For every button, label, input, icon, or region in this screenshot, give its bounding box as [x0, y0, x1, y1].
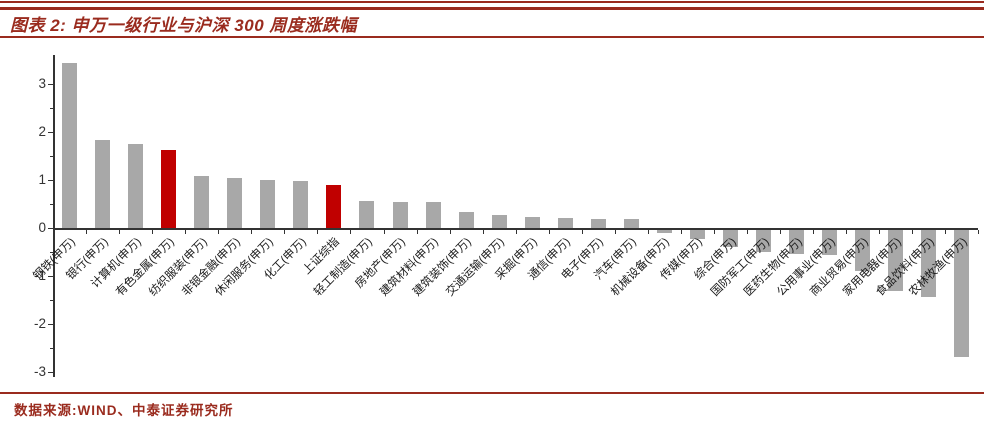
bar — [425, 202, 441, 228]
y-axis-major-tick — [48, 84, 53, 85]
x-axis-tick — [86, 230, 88, 234]
bar — [590, 218, 606, 228]
x-axis-tick — [614, 230, 616, 234]
x-axis-tick — [383, 230, 385, 234]
x-axis-tick — [945, 230, 947, 234]
x-axis-tick — [647, 230, 649, 234]
y-axis-minor-tick — [50, 156, 53, 157]
bar — [95, 139, 111, 228]
y-axis-tick-label: 2 — [38, 124, 46, 139]
x-axis-tick — [152, 230, 154, 234]
top-border-thin-line — [0, 1, 984, 3]
bar-highlighted — [161, 149, 177, 228]
bar — [524, 217, 540, 228]
x-axis-tick — [449, 230, 451, 234]
bar — [293, 181, 309, 228]
y-axis-tick-label: 3 — [38, 76, 46, 91]
bar — [954, 230, 970, 357]
y-axis-minor-tick — [50, 348, 53, 349]
x-axis-tick — [813, 230, 815, 234]
x-axis-tick — [780, 230, 782, 234]
bar — [359, 201, 375, 228]
y-axis-major-tick — [48, 324, 53, 325]
top-border-thick-line — [0, 7, 984, 10]
y-axis-minor-tick — [50, 252, 53, 253]
title-underline — [0, 36, 984, 38]
x-axis-tick — [714, 230, 715, 234]
x-axis-tick — [185, 230, 187, 234]
x-axis-tick — [548, 230, 550, 234]
bar — [392, 202, 408, 228]
footer-top-line — [0, 392, 984, 394]
x-axis-tick — [416, 230, 418, 234]
y-axis-major-tick — [48, 180, 53, 181]
bar — [855, 230, 871, 271]
y-axis-major-tick — [48, 132, 53, 133]
y-axis-tick-label: -1 — [33, 268, 46, 283]
bar — [689, 230, 705, 239]
bar — [128, 144, 144, 228]
x-axis-tick — [912, 230, 914, 234]
x-axis-tick — [581, 230, 583, 234]
y-axis-major-tick — [48, 372, 53, 373]
bar — [623, 219, 639, 228]
bar — [557, 217, 573, 228]
bar — [656, 230, 672, 233]
x-axis-tick — [317, 230, 319, 234]
bar — [921, 230, 937, 298]
y-axis-minor-tick — [50, 108, 53, 109]
y-axis-major-tick — [48, 276, 53, 277]
x-axis-tick — [119, 230, 121, 234]
x-axis-tick — [53, 230, 54, 234]
x-axis-tick — [515, 230, 517, 234]
y-axis-tick-label: -2 — [33, 316, 46, 331]
y-axis-minor-tick — [50, 300, 53, 301]
x-axis-tick — [482, 230, 484, 234]
y-axis-tick-label: 0 — [38, 220, 46, 235]
bar — [789, 230, 805, 255]
x-axis-tick — [846, 230, 848, 234]
x-axis-tick — [978, 230, 980, 234]
x-axis-tick — [251, 230, 253, 234]
x-axis-tick — [680, 230, 682, 234]
x-axis-tick — [284, 230, 286, 234]
data-source-note: 数据来源:WIND、中泰证券研究所 — [14, 403, 234, 418]
y-axis-tick-label: -3 — [33, 364, 46, 379]
x-axis-tick — [350, 230, 352, 234]
bar — [260, 180, 276, 228]
x-axis-zero-line — [53, 228, 978, 230]
x-axis-tick — [879, 230, 881, 234]
bar — [62, 63, 78, 228]
y-axis-line — [53, 55, 55, 377]
bar — [194, 176, 210, 228]
y-axis-tick-label: 1 — [38, 172, 46, 187]
y-axis-major-tick — [48, 228, 53, 229]
x-axis-tick — [218, 230, 220, 234]
bar — [756, 230, 772, 252]
figure-title: 图表 2: 申万一级行业与沪深 300 周度涨跌幅 — [10, 16, 357, 35]
y-axis-minor-tick — [50, 204, 53, 205]
bar — [723, 230, 739, 247]
bar — [491, 215, 507, 228]
x-axis-tick — [747, 230, 749, 234]
bar — [227, 178, 243, 228]
bar — [822, 230, 838, 255]
bar — [888, 230, 904, 292]
bar — [458, 211, 474, 228]
bar-highlighted — [326, 184, 342, 228]
